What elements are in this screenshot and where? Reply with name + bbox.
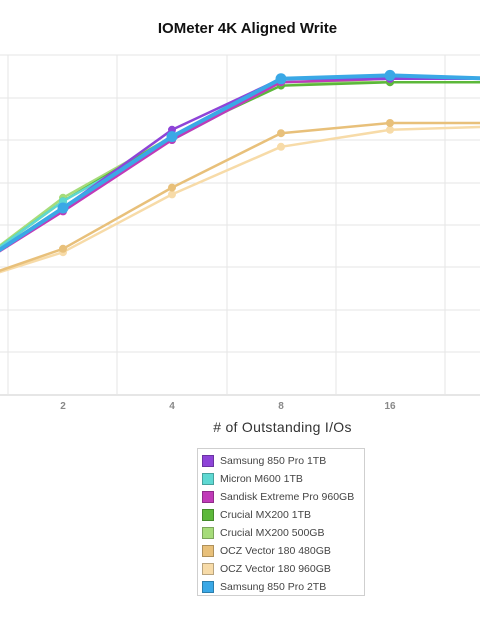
legend-swatch [202, 581, 214, 593]
data-point [384, 69, 396, 81]
x-axis-label: # of Outstanding I/Os [213, 419, 352, 435]
series-crucial-mx200-500gb [0, 78, 480, 247]
legend-label: Sandisk Extreme Pro 960GB [220, 491, 355, 503]
series-line [0, 80, 480, 249]
data-point [168, 190, 176, 199]
data-point [386, 125, 394, 134]
legend-swatch [202, 455, 214, 467]
line-chart: 2 4 8 16 [0, 54, 480, 412]
data-point [168, 183, 176, 192]
legend-label: Micron M600 1TB [220, 473, 303, 485]
legend-label: Crucial MX200 500GB [220, 527, 325, 539]
legend-item[interactable]: OCZ Vector 180 480GB [202, 542, 360, 560]
data-point [277, 142, 285, 151]
series-line [0, 77, 480, 249]
data-point [59, 244, 67, 253]
data-point [57, 202, 69, 214]
x-tick-labels: 2 4 8 16 [60, 401, 396, 412]
legend-item[interactable]: Crucial MX200 500GB [202, 524, 360, 542]
legend-item[interactable]: Sandisk Extreme Pro 960GB [202, 488, 360, 506]
legend-swatch [202, 509, 214, 521]
data-point [386, 119, 394, 127]
series-line [0, 80, 480, 247]
legend-swatch [202, 545, 214, 557]
data-point [277, 129, 285, 138]
legend-label: Crucial MX200 1TB [220, 509, 312, 521]
legend-item[interactable]: Samsung 850 Pro 2TB [202, 578, 360, 596]
x-tick-label: 8 [278, 401, 284, 412]
legend-item[interactable]: Micron M600 1TB [202, 470, 360, 488]
legend-swatch [202, 473, 214, 485]
legend-label: Samsung 850 Pro 2TB [220, 581, 327, 593]
data-point [166, 131, 178, 143]
x-tick-label: 16 [384, 401, 396, 412]
series-line [0, 77, 480, 252]
chart-title: IOMeter 4K Aligned Write [157, 20, 338, 37]
legend-item[interactable]: Samsung 850 Pro 1TB [202, 452, 360, 470]
series-ocz-vector-180-480gb [0, 119, 480, 272]
legend-item[interactable]: OCZ Vector 180 960GB [202, 560, 360, 578]
legend-item[interactable]: Crucial MX200 1TB [202, 506, 360, 524]
legend-swatch [202, 527, 214, 539]
series-line [0, 77, 480, 253]
x-tick-label: 2 [60, 401, 66, 412]
series-line [0, 73, 480, 253]
series-lines [0, 69, 480, 274]
series-crucial-mx200-1tb [0, 78, 480, 249]
legend-swatch [202, 491, 214, 503]
chart-legend: Samsung 850 Pro 1TB Micron M600 1TB Sandis… [197, 448, 365, 596]
x-tick-label: 4 [169, 401, 175, 412]
legend-swatch [202, 563, 214, 575]
legend-label: OCZ Vector 180 960GB [220, 563, 331, 575]
series-line [0, 125, 480, 274]
data-point [275, 73, 287, 85]
series-line [0, 121, 480, 272]
legend-label: OCZ Vector 180 480GB [220, 545, 331, 557]
legend-label: Samsung 850 Pro 1TB [220, 455, 327, 467]
series-samsung-850-pro-2tb [0, 69, 480, 253]
